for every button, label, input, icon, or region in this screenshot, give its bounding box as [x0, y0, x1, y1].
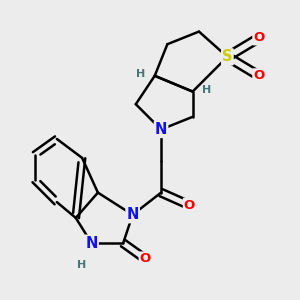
Text: O: O [184, 199, 195, 212]
Text: N: N [85, 236, 98, 251]
Text: N: N [155, 122, 167, 137]
Text: H: H [202, 85, 212, 95]
Text: N: N [126, 207, 139, 222]
Text: H: H [77, 260, 87, 270]
Text: O: O [140, 252, 151, 266]
Text: O: O [253, 32, 265, 44]
Text: O: O [253, 69, 265, 82]
Text: S: S [222, 49, 232, 64]
Text: H: H [136, 69, 145, 79]
